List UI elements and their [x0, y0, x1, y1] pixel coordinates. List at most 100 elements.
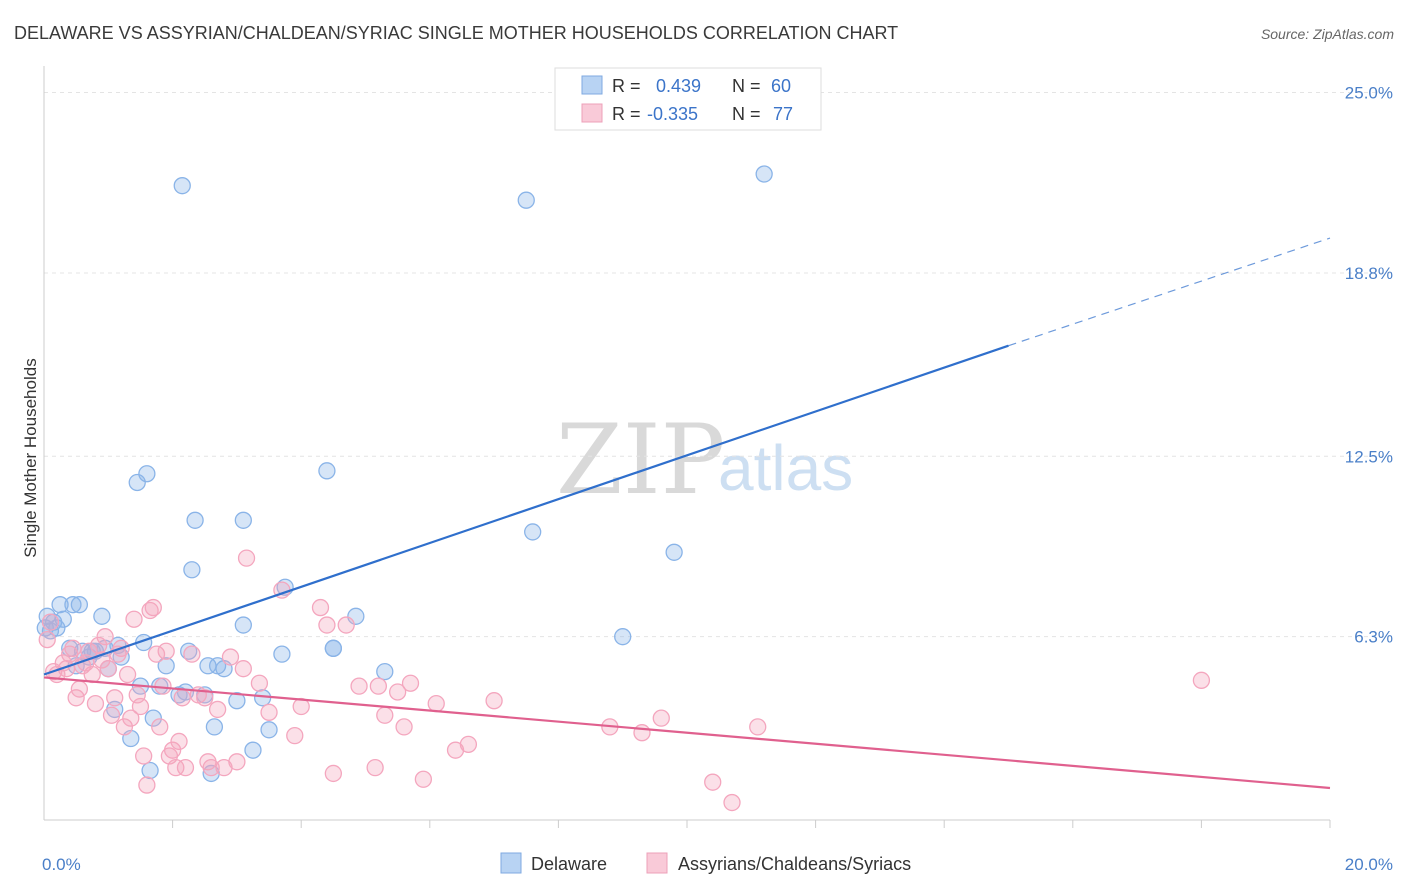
point-s1-76	[633, 724, 651, 742]
trend-line-1	[43, 676, 1331, 790]
point-s1-14	[86, 694, 105, 713]
point-s1-41	[173, 689, 191, 707]
point-s0-49	[318, 462, 336, 480]
series-1-points	[38, 549, 1211, 812]
point-s0-54	[517, 191, 535, 209]
legend-bottom-label-assyrians: Assyrians/Chaldeans/Syriacs	[678, 854, 911, 874]
point-s1-43	[183, 645, 201, 663]
point-s1-20	[106, 689, 124, 707]
point-s1-24	[118, 665, 137, 684]
point-s1-53	[237, 549, 256, 567]
point-s1-17	[96, 628, 114, 646]
x-tick-labels: 0.0% 20.0%	[42, 855, 1393, 874]
point-s1-33	[147, 645, 166, 663]
point-s0-25	[141, 761, 159, 780]
watermark-atlas: atlas	[718, 432, 853, 504]
point-s1-51	[228, 753, 246, 771]
point-s0-30	[173, 177, 191, 195]
point-s0-53	[376, 662, 394, 681]
point-s1-28	[131, 697, 150, 716]
point-s1-34	[151, 718, 169, 736]
y-tick-label-3: 25.0%	[1345, 84, 1393, 103]
point-s0-43	[234, 511, 252, 529]
series-0-points	[36, 165, 773, 783]
point-s1-80	[749, 718, 767, 736]
point-s1-62	[337, 616, 355, 634]
legend-series: Delaware Assyrians/Chaldeans/Syriacs	[500, 852, 911, 874]
point-s1-26	[125, 610, 143, 628]
y-tick-labels: 6.3% 12.5% 18.8% 25.0%	[1345, 84, 1393, 647]
point-s1-54	[250, 674, 269, 692]
point-s1-81	[1192, 671, 1211, 689]
legend-swatch-delaware	[581, 75, 603, 95]
point-s1-38	[163, 741, 182, 759]
point-s1-78	[704, 773, 722, 791]
point-s1-19	[102, 706, 121, 724]
point-s1-48	[208, 700, 227, 719]
point-s1-40	[170, 732, 188, 751]
point-s0-42	[234, 616, 252, 634]
point-s1-67	[388, 683, 407, 701]
point-s0-4	[51, 596, 69, 614]
point-s1-65	[369, 677, 388, 695]
trend-lines	[43, 237, 1331, 790]
point-s0-46	[260, 721, 278, 739]
y-tick-label-1: 12.5%	[1345, 447, 1393, 466]
point-s1-9	[70, 680, 89, 698]
point-s0-33	[183, 561, 201, 579]
legend-n-value-2: 77	[773, 104, 793, 124]
point-s1-25	[122, 709, 140, 727]
point-s1-30	[138, 776, 156, 794]
point-s1-18	[99, 660, 117, 678]
point-s1-47	[202, 758, 220, 777]
point-s1-55	[260, 703, 278, 721]
point-s1-52	[234, 660, 252, 678]
point-s0-9	[70, 596, 89, 614]
point-s0-41	[228, 692, 246, 710]
point-s0-55	[524, 523, 542, 541]
point-s0-56	[614, 628, 632, 646]
point-s1-59	[311, 598, 330, 617]
point-s1-74	[485, 692, 503, 710]
point-s1-77	[652, 709, 670, 727]
legend-stats: R = 0.439 N = 60 R = -0.335 N = 77	[554, 67, 822, 131]
point-s1-7	[64, 639, 82, 657]
x-tick-label-0: 0.0%	[42, 855, 81, 874]
point-s1-70	[414, 770, 433, 788]
point-s1-39	[167, 758, 185, 777]
point-s1-61	[324, 764, 343, 783]
x-tick-label-1: 20.0%	[1345, 855, 1393, 874]
point-s1-69	[401, 674, 420, 692]
point-s1-68	[395, 718, 413, 736]
legend-n-label-2: N =	[732, 104, 761, 124]
point-s0-44	[244, 741, 262, 759]
point-s1-31	[141, 601, 159, 620]
watermark: ZIP atlas	[556, 404, 853, 516]
point-s1-73	[459, 735, 478, 753]
point-s0-24	[138, 465, 156, 483]
point-s1-32	[144, 598, 162, 617]
point-s1-36	[157, 642, 175, 660]
chart-title: DELAWARE VS ASSYRIAN/CHALDEAN/SYRIAC SIN…	[14, 23, 898, 43]
point-s0-7	[64, 596, 82, 614]
trend-line-extension-0	[1008, 237, 1331, 347]
point-s1-50	[221, 648, 240, 666]
point-s1-57	[286, 726, 304, 745]
trend-line-0	[43, 344, 1009, 676]
legend-bottom-swatch-delaware	[500, 852, 522, 874]
point-s0-58	[755, 165, 773, 183]
axes	[43, 66, 1331, 828]
y-tick-label-2: 18.8%	[1345, 264, 1393, 283]
point-s0-5	[54, 610, 72, 628]
point-s0-14	[93, 607, 111, 625]
point-s1-45	[196, 689, 214, 707]
y-tick-label-0: 6.3%	[1354, 628, 1393, 647]
point-s0-57	[665, 543, 683, 561]
chart-source: Source: ZipAtlas.com	[1261, 26, 1394, 42]
legend-swatch-assyrians	[581, 103, 603, 123]
legend-r-label-1: R =	[612, 76, 641, 96]
point-s0-38	[205, 718, 224, 736]
legend-bottom-label-delaware: Delaware	[531, 854, 607, 874]
point-s0-32	[180, 642, 198, 660]
legend-bottom-swatch-assyrians	[646, 852, 668, 874]
